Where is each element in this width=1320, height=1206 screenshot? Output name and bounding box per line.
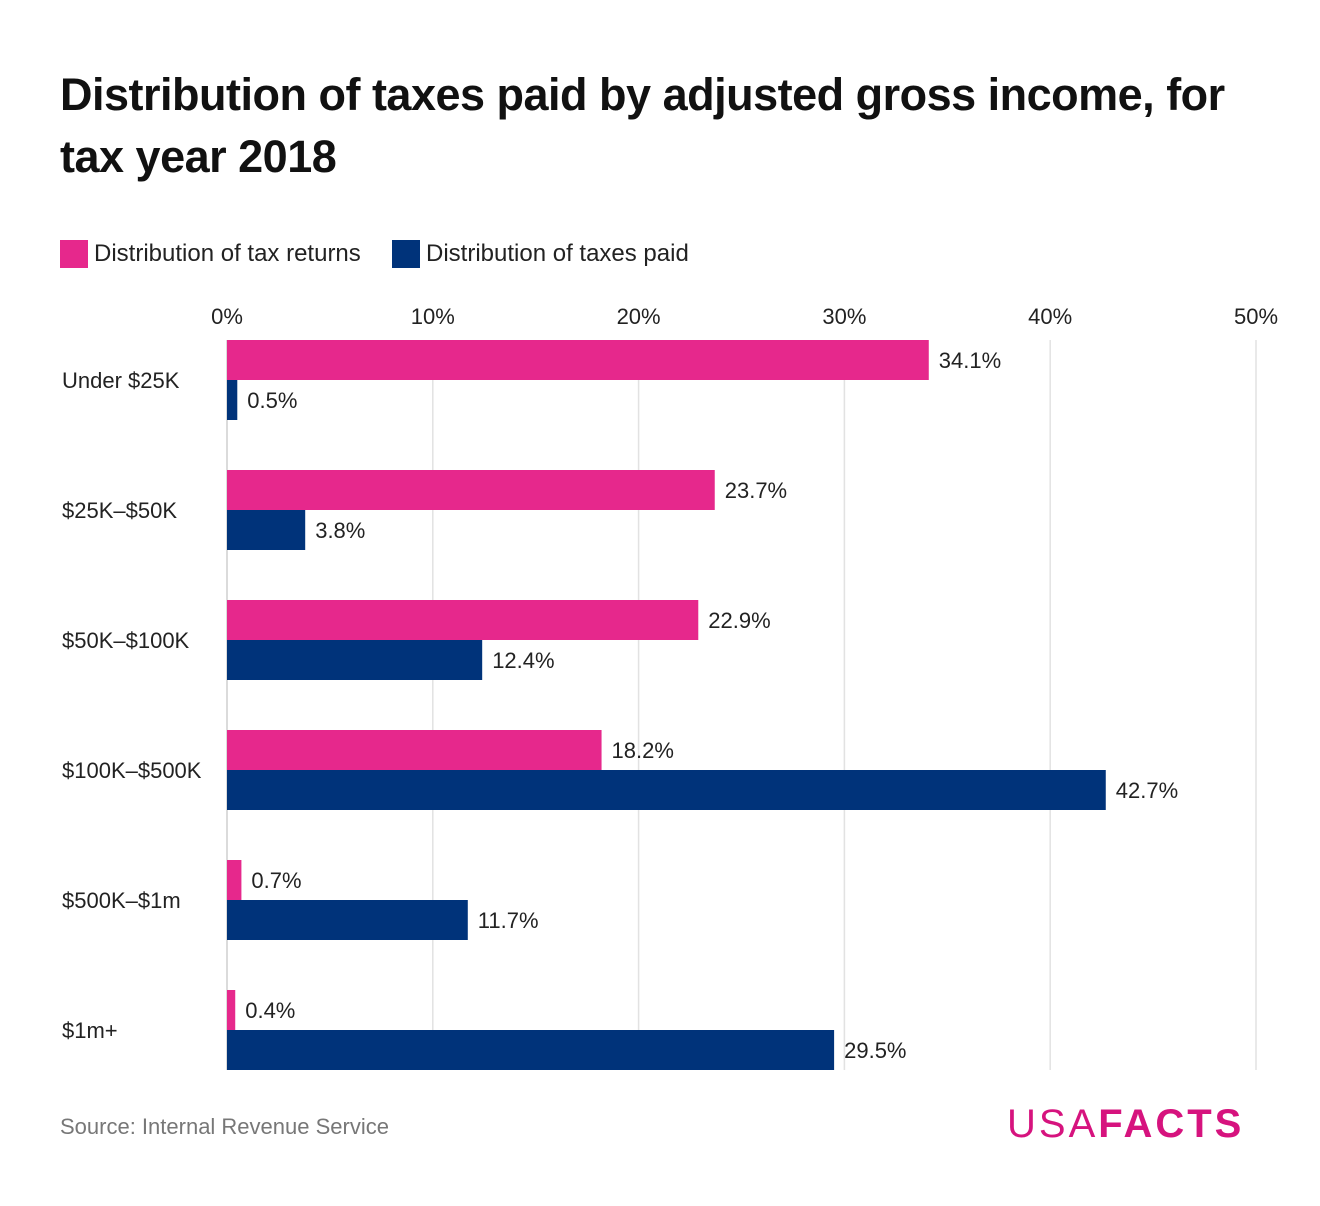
legend-item-taxes-paid: Distribution of taxes paid — [392, 240, 689, 268]
legend-swatch — [392, 240, 420, 268]
data-label: 11.7% — [478, 908, 539, 933]
bar-tax-returns — [227, 860, 242, 900]
legend-label: Distribution of tax returns — [94, 240, 361, 267]
data-label: 0.7% — [251, 868, 301, 893]
category-label: Under $25K — [62, 368, 180, 393]
legend-label: Distribution of taxes paid — [426, 240, 689, 267]
category-label: $500K–$1m — [62, 888, 181, 913]
data-label: 0.5% — [247, 388, 297, 413]
data-label: 0.4% — [245, 998, 295, 1023]
bar-tax-returns — [227, 470, 715, 510]
bar-tax-returns — [227, 990, 236, 1030]
bar-taxes-paid — [227, 380, 238, 420]
data-label: 3.8% — [315, 518, 365, 543]
chart-title: Distribution of taxes paid by adjusted g… — [60, 69, 1225, 182]
category-label: $25K–$50K — [62, 498, 177, 523]
x-tick-label: 0% — [211, 304, 243, 329]
x-tick-label: 30% — [822, 304, 866, 329]
x-tick-label: 40% — [1028, 304, 1072, 329]
bar-tax-returns — [227, 340, 929, 380]
usafacts-logo: USAFACTS — [1007, 1102, 1245, 1146]
legend-item-tax-returns: Distribution of tax returns — [60, 240, 361, 268]
data-label: 34.1% — [939, 348, 1001, 373]
data-label: 42.7% — [1116, 778, 1178, 803]
x-tick-label: 20% — [617, 304, 661, 329]
bar-taxes-paid — [227, 640, 483, 680]
category-label: $100K–$500K — [62, 758, 202, 783]
x-tick-label: 10% — [411, 304, 455, 329]
bar-taxes-paid — [227, 770, 1106, 810]
bar-tax-returns — [227, 600, 699, 640]
category-label: $1m+ — [62, 1018, 118, 1043]
bar-tax-returns — [227, 730, 602, 770]
data-label: 18.2% — [612, 738, 674, 763]
legend-swatch — [60, 240, 88, 268]
data-label: 12.4% — [492, 648, 554, 673]
source-note: Source: Internal Revenue Service — [60, 1114, 389, 1139]
data-label: 22.9% — [708, 608, 770, 633]
data-label: 23.7% — [725, 478, 787, 503]
bar-taxes-paid — [227, 510, 306, 550]
category-label: $50K–$100K — [62, 628, 190, 653]
bar-taxes-paid — [227, 900, 468, 940]
bar-taxes-paid — [227, 1030, 835, 1070]
x-tick-label: 50% — [1234, 304, 1278, 329]
data-label: 29.5% — [844, 1038, 906, 1063]
